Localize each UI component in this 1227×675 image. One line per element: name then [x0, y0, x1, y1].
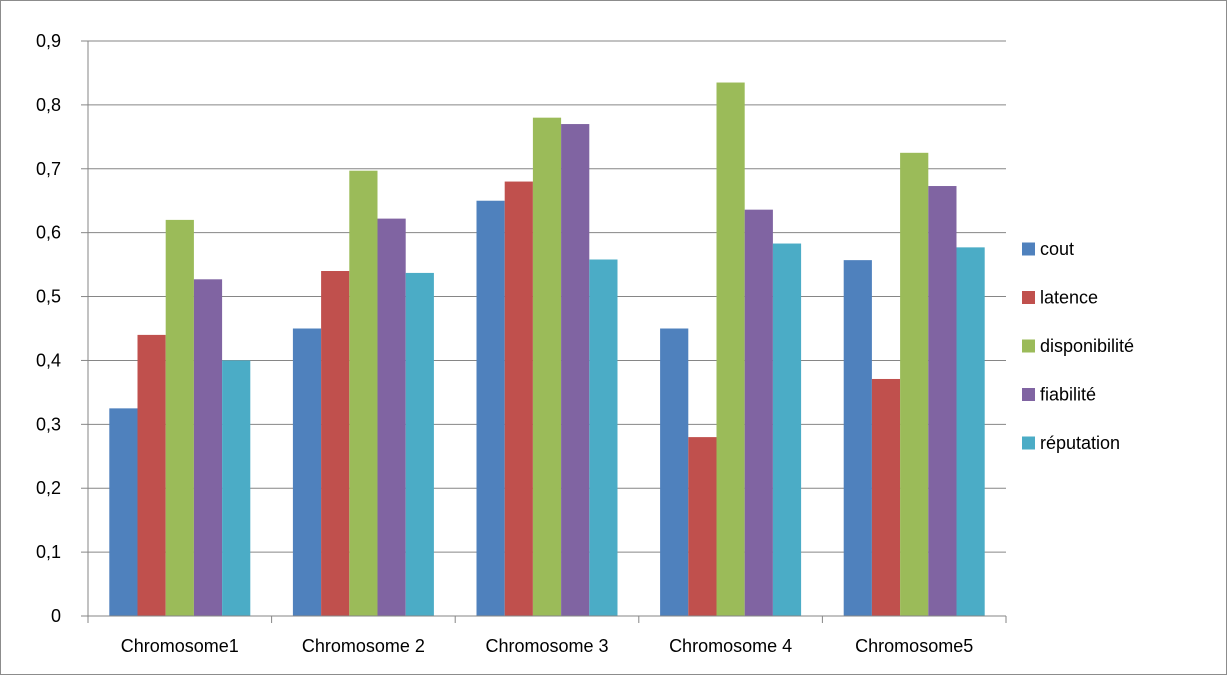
bar-fiabilité	[377, 218, 406, 616]
legend-swatch-latence	[1022, 291, 1035, 304]
y-tick-label: 0,2	[36, 478, 61, 498]
axes	[81, 40, 1007, 623]
bar-latence	[137, 334, 166, 616]
y-tick-label: 0,7	[36, 159, 61, 179]
bar-disponibilité	[165, 219, 194, 616]
y-tick-label: 0,1	[36, 542, 61, 562]
legend-swatch-fiabilité	[1022, 388, 1035, 401]
x-tick-label: Chromosome5	[855, 636, 973, 656]
legend-label: fiabilité	[1040, 385, 1096, 405]
bar-fiabilité	[561, 124, 590, 617]
bars	[109, 82, 985, 617]
legend-label: disponibilité	[1040, 336, 1134, 356]
x-tick-label: Chromosome 3	[485, 636, 608, 656]
bar-réputation	[405, 272, 434, 616]
y-tick-label: 0,6	[36, 223, 61, 243]
y-tick-label: 0,5	[36, 287, 61, 307]
bar-cout	[292, 328, 322, 616]
legend-swatch-disponibilité	[1022, 339, 1035, 353]
bar-disponibilité	[716, 82, 745, 617]
bar-latence	[321, 271, 350, 616]
x-axis-tick-labels: Chromosome1 Chromosome 2 Chromosome 3 Chrom…	[121, 636, 973, 656]
bar-réputation	[222, 360, 251, 616]
bar-réputation	[772, 243, 802, 616]
y-axis-tick-labels: 0 0,1 0,2 0,3 0,4 0,5 0,6 0,7 0,8 0,9	[36, 31, 61, 626]
bar-cout	[109, 408, 138, 616]
x-tick-label: Chromosome 2	[302, 636, 425, 656]
legend: cout latence disponibilité fiabilité réputat…	[1022, 239, 1134, 453]
legend-label: réputation	[1040, 433, 1120, 453]
bar-cout	[660, 328, 689, 616]
y-tick-label: 0	[51, 606, 61, 626]
bar-fiabilité	[744, 209, 773, 616]
legend-label: cout	[1040, 239, 1074, 259]
bar-réputation	[589, 259, 618, 616]
y-tick-label: 0,3	[36, 414, 61, 434]
bar-fiabilité	[193, 279, 223, 616]
bar-disponibilité	[349, 170, 378, 616]
bar-cout	[843, 260, 872, 616]
legend-label: latence	[1040, 288, 1098, 308]
x-tick-label: Chromosome 4	[669, 636, 792, 656]
legend-swatch-réputation	[1022, 436, 1035, 450]
bar-disponibilité	[532, 117, 562, 617]
bar-latence	[871, 378, 901, 616]
bar-réputation	[956, 247, 985, 616]
bar-cout	[476, 200, 505, 616]
legend-swatch-cout	[1022, 242, 1035, 256]
bar-disponibilité	[900, 152, 929, 617]
y-tick-label: 0,9	[36, 31, 61, 51]
bar-latence	[688, 437, 717, 616]
y-tick-label: 0,4	[36, 350, 61, 370]
y-tick-label: 0,8	[36, 95, 61, 115]
x-tick-label: Chromosome1	[121, 636, 239, 656]
bar-fiabilité	[928, 186, 957, 616]
bar-latence	[504, 181, 533, 617]
